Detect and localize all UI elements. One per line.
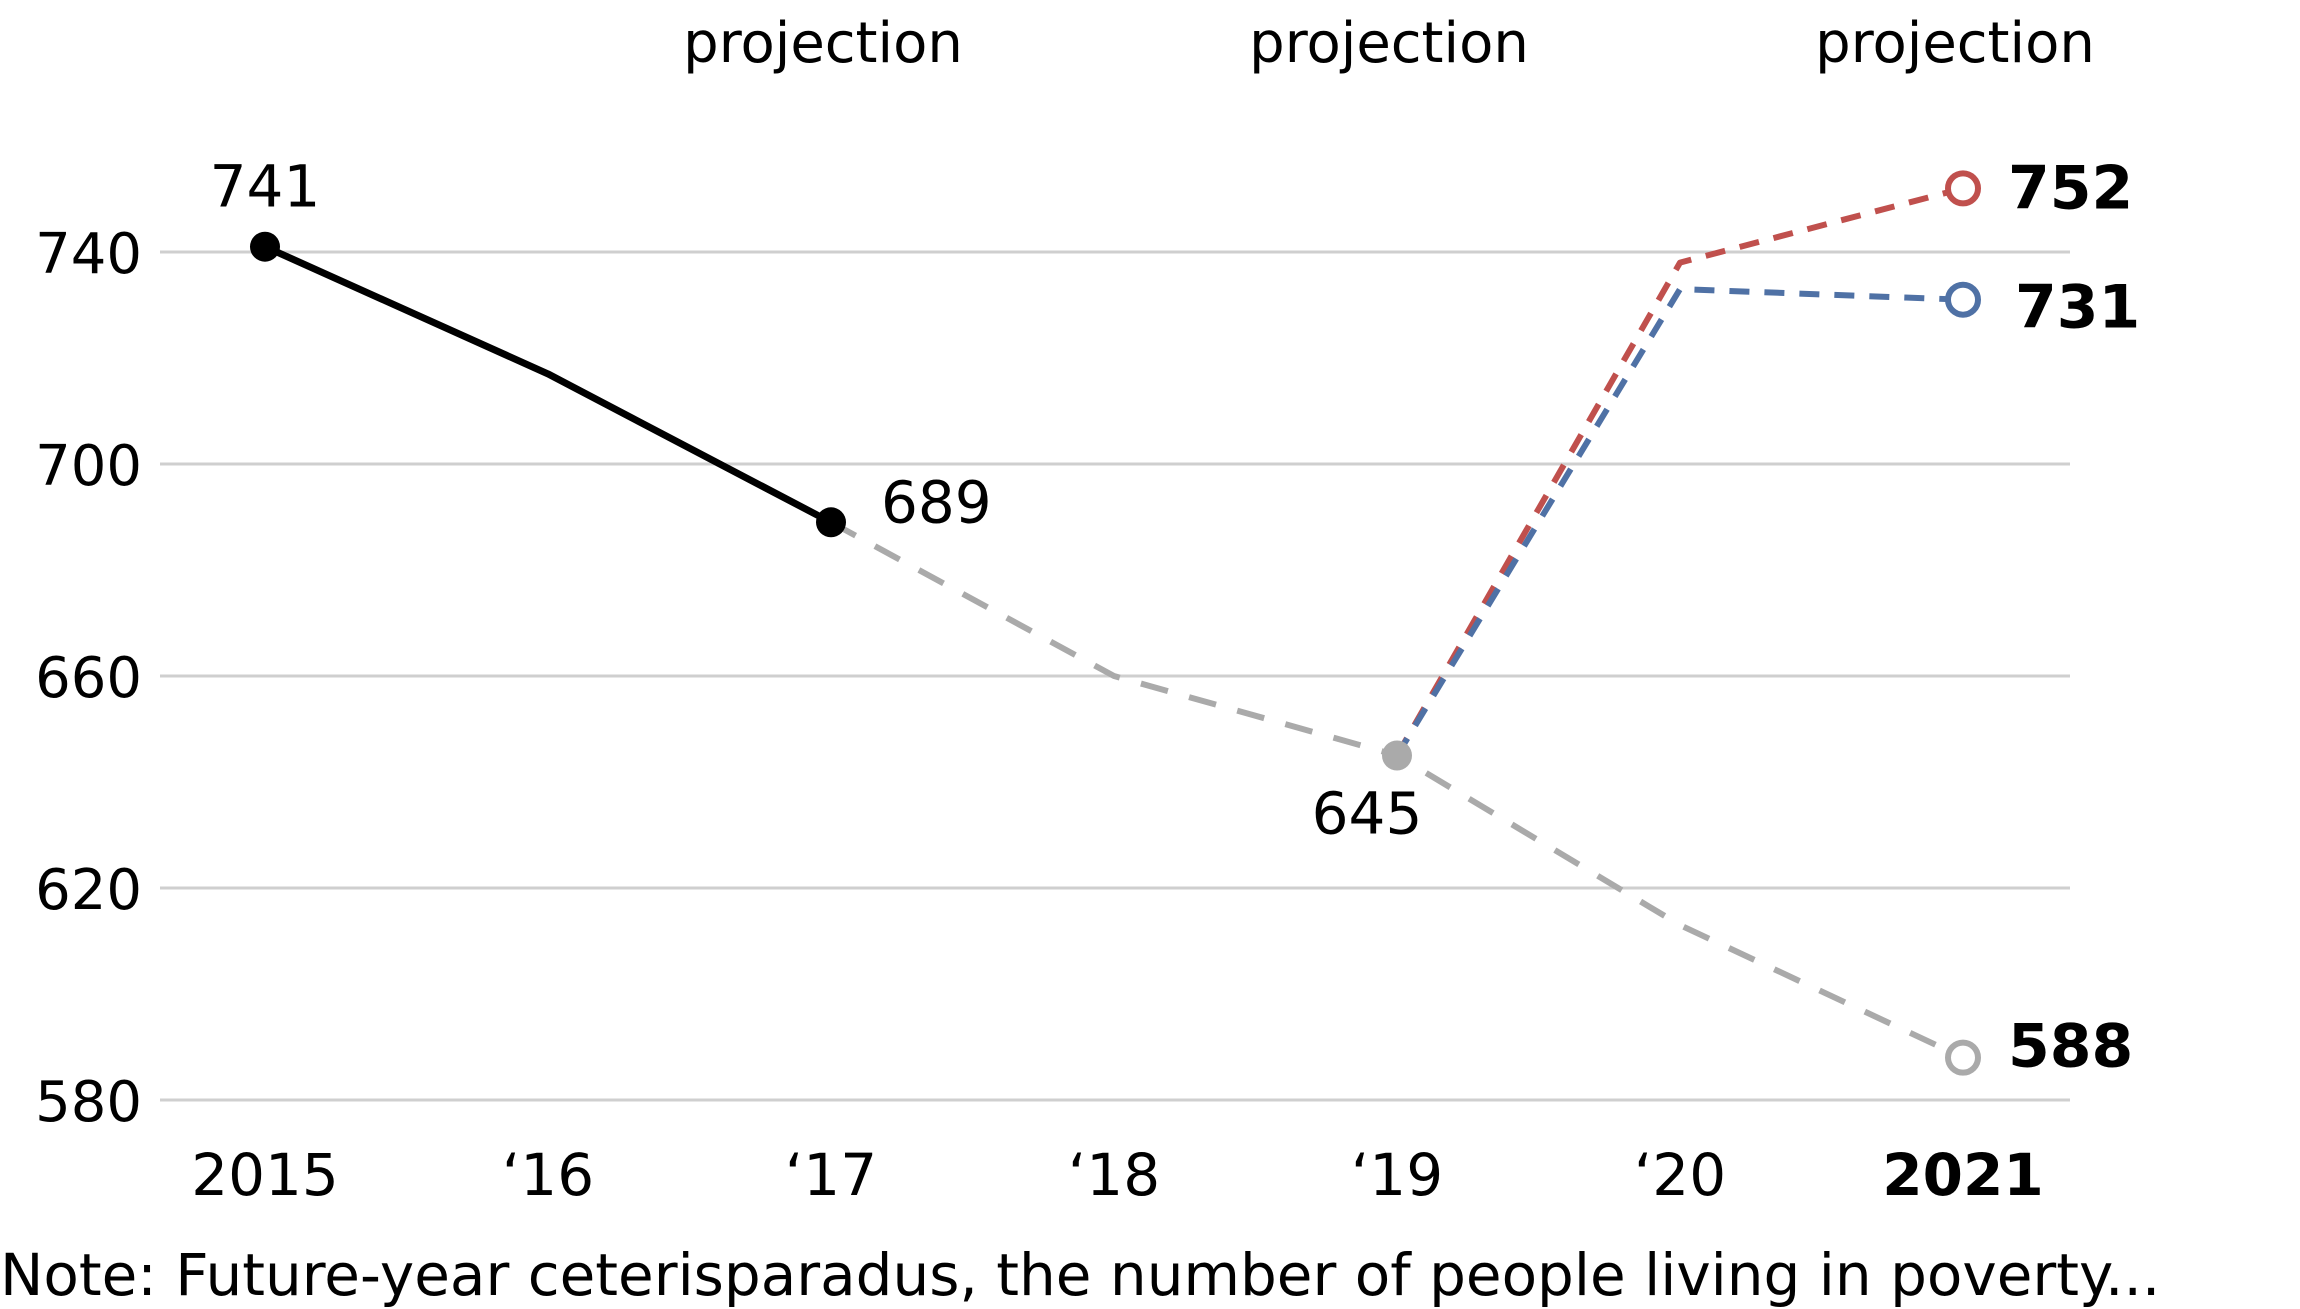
end-marker-blue — [1945, 281, 1981, 318]
x-tick-label: ‘19 — [1351, 1141, 1443, 1209]
data-label: 588 — [2008, 1012, 2133, 1082]
data-label: 731 — [2015, 273, 2140, 343]
projection-label: projection — [1249, 11, 1529, 76]
x-tick-label: 2021 — [1882, 1141, 2043, 1209]
y-tick-label: 660 — [35, 646, 142, 711]
x-tick-label: ‘20 — [1634, 1141, 1726, 1209]
data-label: 752 — [2008, 153, 2133, 223]
series-line-actual — [263, 243, 833, 526]
projection-label: projection — [1815, 11, 2095, 76]
point-marker — [816, 507, 846, 538]
x-tick-label: ‘18 — [1068, 1141, 1160, 1209]
chart-note: Note: Future-year ceterisparadus, the nu… — [0, 1241, 2161, 1309]
x-tick-label: ‘16 — [502, 1141, 594, 1209]
line-chart: 580 620 660 700 740 2015 ‘16 ‘17 ‘18 ‘19 ‘20 2021 pr… — [35, 11, 2140, 1209]
projection-label: projection — [683, 11, 963, 76]
x-tick-label: ‘17 — [785, 1141, 877, 1209]
y-tick-label: 700 — [35, 434, 142, 499]
end-marker-red — [1945, 170, 1981, 207]
end-marker-gray — [1945, 1039, 1981, 1076]
y-tick-label: 620 — [35, 858, 142, 923]
series-line-red — [1394, 185, 1964, 757]
point-marker — [250, 231, 280, 262]
series-line-blue — [1394, 286, 1964, 758]
data-label: 689 — [881, 468, 992, 536]
point-marker — [1382, 740, 1412, 771]
x-tick-label: 2015 — [191, 1141, 339, 1209]
chart-area: 580 620 660 700 740 2015 ‘16 ‘17 ‘18 ‘19 ‘20 2021 pr… — [35, 11, 2140, 1209]
y-tick-label: 740 — [35, 222, 142, 287]
y-tick-label: 580 — [35, 1070, 142, 1135]
data-label: 645 — [1312, 780, 1423, 848]
data-label: 741 — [210, 153, 321, 221]
